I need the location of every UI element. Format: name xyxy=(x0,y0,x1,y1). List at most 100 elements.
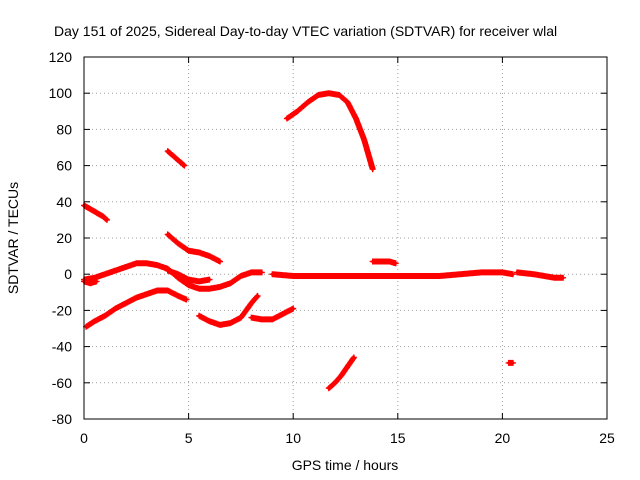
series-markers xyxy=(326,355,357,392)
data-point xyxy=(156,264,159,267)
data-point xyxy=(327,92,330,95)
data-point xyxy=(166,269,169,272)
data-point xyxy=(177,294,180,297)
data-series xyxy=(81,90,566,391)
series-markers xyxy=(514,269,566,280)
data-point xyxy=(313,275,316,278)
series-arc-3 xyxy=(514,269,566,280)
data-point xyxy=(229,322,232,325)
series-arc-9 xyxy=(165,268,213,285)
data-point xyxy=(396,275,399,278)
data-point xyxy=(388,260,391,263)
data-point xyxy=(239,316,242,319)
x-tick-label: 5 xyxy=(185,430,193,446)
data-point xyxy=(292,275,295,278)
data-point xyxy=(346,365,349,368)
data-point xyxy=(256,294,259,297)
data-point xyxy=(198,251,201,254)
data-point xyxy=(292,307,295,310)
data-point xyxy=(185,298,188,301)
series-markers xyxy=(83,288,189,330)
x-tick-label: 20 xyxy=(495,430,511,446)
sdtvar-chart: -80-60-40-200204060801001200 5 10 15 20 25 Da… xyxy=(0,0,640,480)
data-point xyxy=(135,262,138,265)
series-markers xyxy=(165,231,223,264)
data-point xyxy=(177,242,180,245)
data-point xyxy=(166,150,169,153)
data-point xyxy=(532,273,535,276)
data-point xyxy=(417,275,420,278)
y-axis-label: SDTVAR / TECUs xyxy=(5,182,21,294)
data-point xyxy=(114,307,117,310)
data-point xyxy=(338,94,341,97)
data-point xyxy=(173,155,176,158)
data-point xyxy=(114,269,117,272)
data-point xyxy=(124,302,127,305)
data-point xyxy=(183,164,186,167)
data-point xyxy=(334,275,337,278)
data-point xyxy=(511,273,514,276)
data-point xyxy=(219,285,222,288)
data-point xyxy=(208,320,211,323)
series-arc-6 xyxy=(81,202,110,223)
data-point xyxy=(85,325,88,328)
data-point xyxy=(327,387,330,390)
series-arc-12 xyxy=(284,90,376,172)
y-tick-label: 40 xyxy=(56,194,72,210)
y-tick-label: -40 xyxy=(52,339,72,355)
y-tick-label: -60 xyxy=(52,375,72,391)
data-point xyxy=(271,318,274,321)
data-point xyxy=(371,260,374,263)
data-point xyxy=(507,361,510,364)
grid xyxy=(84,57,607,419)
series-markers xyxy=(81,260,265,291)
data-point xyxy=(89,282,92,285)
data-point xyxy=(208,255,211,258)
data-point xyxy=(166,289,169,292)
data-point xyxy=(219,260,222,263)
data-point xyxy=(480,271,483,274)
series-arc-13 xyxy=(326,355,357,392)
data-point xyxy=(355,275,358,278)
data-point xyxy=(334,381,337,384)
x-tick-label: 10 xyxy=(285,430,301,446)
data-point xyxy=(95,211,98,214)
data-point xyxy=(135,296,138,299)
y-tick-label: 20 xyxy=(56,230,72,246)
data-point xyxy=(260,318,263,321)
data-point xyxy=(198,287,201,290)
data-point xyxy=(145,262,148,265)
series-arc-14 xyxy=(370,259,399,267)
series-markers xyxy=(284,90,376,172)
data-point xyxy=(89,208,92,211)
chart-title: Day 151 of 2025, Sidereal Day-to-day VTE… xyxy=(54,23,557,39)
data-point xyxy=(380,260,383,263)
x-tick-label: 15 xyxy=(390,430,406,446)
data-point xyxy=(355,117,358,120)
data-point xyxy=(250,302,253,305)
y-tick-label: 0 xyxy=(64,266,72,282)
x-tick-label: 25 xyxy=(599,430,615,446)
series-arc-11 xyxy=(248,306,296,323)
data-point xyxy=(543,275,546,278)
data-point xyxy=(95,280,98,283)
data-point xyxy=(156,289,159,292)
data-point xyxy=(166,233,169,236)
data-point xyxy=(271,273,274,276)
x-tick-label: 0 xyxy=(80,430,88,446)
data-point xyxy=(187,249,190,252)
data-point xyxy=(177,273,180,276)
series-markers xyxy=(370,259,399,267)
y-tick-label: 120 xyxy=(49,49,73,65)
data-point xyxy=(250,271,253,274)
data-point xyxy=(562,276,565,279)
data-point xyxy=(296,110,299,113)
data-point xyxy=(103,314,106,317)
y-tick-label: 100 xyxy=(49,85,73,101)
data-point xyxy=(219,323,222,326)
data-point xyxy=(93,320,96,323)
series-arc-2 xyxy=(269,269,516,279)
data-point xyxy=(438,275,441,278)
data-point xyxy=(352,356,355,359)
data-point xyxy=(101,215,104,218)
